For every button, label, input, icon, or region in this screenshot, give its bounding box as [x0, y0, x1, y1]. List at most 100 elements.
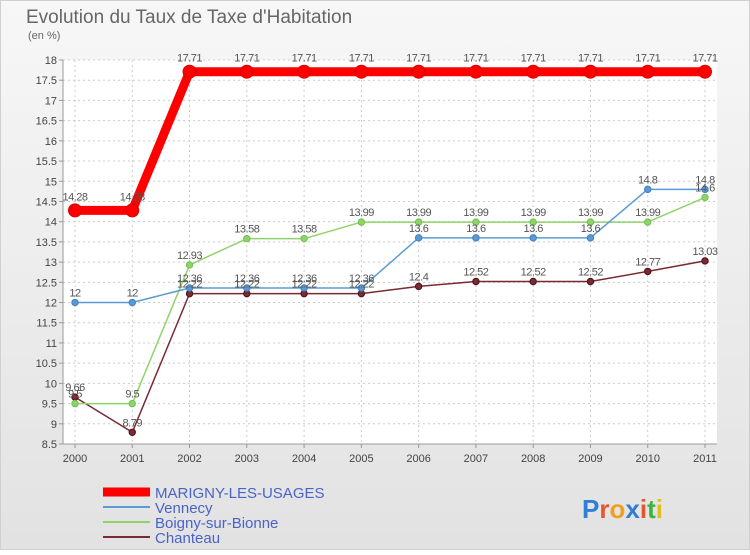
data-point: [586, 277, 595, 286]
x-tick-label: 2010: [635, 453, 659, 465]
data-label: 13.58: [292, 224, 317, 236]
series-line-0: [75, 67, 705, 215]
data-point: [71, 298, 79, 307]
y-tick-label: 10.5: [36, 358, 57, 370]
data-label: 13.99: [406, 207, 431, 219]
y-tick-label: 8.5: [42, 439, 57, 451]
data-label: 12.52: [578, 267, 603, 279]
data-labels: 14.28 14.28 17.71 17.71 17.71 17.71 17.71 17.71…: [62, 53, 718, 430]
data-label: 9.5: [68, 389, 82, 401]
data-label: 13.99: [578, 207, 603, 219]
data-point: [128, 428, 136, 436]
data-label: 12.36: [234, 273, 259, 285]
y-tick-label: 10: [45, 378, 57, 390]
data-label: 17.71: [234, 53, 259, 65]
data-point: [472, 234, 480, 242]
x-tick-label: 2011: [693, 453, 717, 465]
data-label: 17.71: [692, 53, 717, 65]
series-line-2: [75, 196, 706, 405]
data-label: 9.5: [125, 389, 139, 401]
data-point: [414, 218, 423, 226]
y-tick-label: 14: [45, 217, 57, 229]
data-label: 12.52: [463, 267, 488, 279]
data-point: [243, 234, 251, 243]
data-label: 12.36: [292, 273, 317, 285]
y-tick-label: 12: [45, 298, 57, 310]
data-point: [297, 64, 312, 79]
axes: 8.5 9 9.5 10 10.5 11 11.5 12 12.5 13 13.5 14 14.5 15 1…: [36, 55, 717, 465]
data-point: [586, 218, 595, 226]
data-label: 12.22: [177, 279, 202, 291]
data-point: [125, 203, 140, 218]
data-point: [468, 64, 483, 79]
chart-title: Evolution du Taux de Taxe d'Habitation: [26, 7, 352, 28]
data-point: [644, 185, 652, 194]
x-tick-label: 2000: [63, 453, 87, 465]
data-label: 12.22: [292, 279, 317, 291]
legend-label: Vennecy: [155, 500, 213, 517]
data-point: [583, 64, 598, 79]
y-tick-label: 18: [45, 55, 57, 67]
data-point: [128, 298, 136, 307]
data-point: [644, 267, 652, 276]
y-tick-label: 13.5: [36, 237, 57, 249]
x-tick-label: 2009: [578, 453, 602, 465]
legend: MARIGNY-LES-USAGESVennecyBoigny-sur-Bion…: [103, 485, 325, 547]
series-line-3: [74, 260, 706, 434]
data-point: [472, 218, 480, 226]
data-point: [640, 64, 655, 79]
y-tick-label: 16: [45, 136, 57, 148]
data-point: [243, 284, 251, 292]
data-point: [357, 218, 366, 226]
data-label: 13.03: [692, 246, 717, 258]
data-point: [529, 277, 537, 286]
x-tick-label: 2004: [292, 453, 316, 465]
data-label: 17.71: [177, 53, 202, 65]
x-tick-label: 2003: [235, 453, 259, 465]
x-tick-label: 2002: [177, 453, 201, 465]
data-point: [414, 234, 423, 242]
data-point: [185, 261, 194, 269]
legend-label: Chanteau: [155, 530, 220, 547]
data-point: [239, 64, 254, 79]
y-tick-label: 13: [45, 257, 57, 269]
x-tick-label: 2007: [464, 453, 488, 465]
data-label: 17.71: [292, 53, 317, 65]
data-point: [701, 257, 709, 265]
x-tick-label: 2008: [521, 453, 545, 465]
y-tick-label: 15: [45, 176, 57, 188]
grid: [63, 59, 717, 445]
logo-text: Proxiti: [582, 494, 663, 524]
y-tick-label: 17.5: [36, 75, 57, 87]
x-tick-label: 2006: [406, 453, 430, 465]
data-point: [411, 64, 426, 79]
plot-area: [63, 60, 717, 444]
data-point: [644, 218, 652, 226]
data-label: 12.22: [234, 279, 259, 291]
data-point: [698, 64, 712, 79]
data-point: [185, 284, 194, 292]
data-label: 9.66: [65, 382, 85, 394]
legend-label: Boigny-sur-Bionne: [155, 515, 278, 532]
proxiti-logo: Proxiti: [582, 494, 663, 524]
y-tick-label: 12.5: [36, 277, 57, 289]
chart-subtitle: (en %): [28, 30, 60, 42]
data-point: [701, 193, 709, 202]
y-tick-label: 11: [46, 338, 57, 350]
data-label: 14.8: [638, 174, 658, 186]
data-point: [357, 284, 366, 292]
y-tick-label: 16.5: [36, 116, 57, 128]
data-label: 8.79: [123, 417, 143, 429]
y-tick-label: 11.5: [36, 318, 57, 330]
x-tick-label: 2005: [349, 453, 373, 465]
data-point: [182, 64, 197, 79]
data-label: 17.71: [521, 53, 546, 65]
data-point: [529, 218, 537, 226]
data-label: 14.6: [695, 182, 715, 194]
data-point: [71, 399, 79, 408]
y-tick-label: 15.5: [36, 156, 57, 168]
data-point: [701, 185, 709, 194]
y-tick-label: 17: [45, 95, 57, 107]
